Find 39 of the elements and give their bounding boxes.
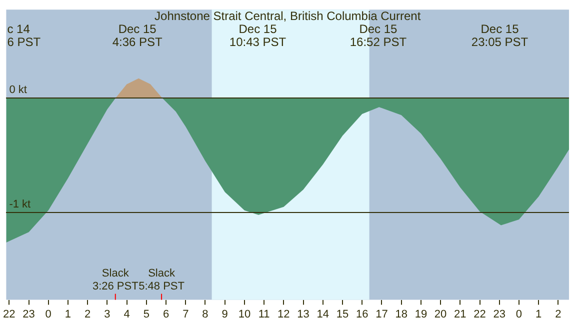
annotation: Slack 5:48 PST xyxy=(138,267,185,292)
x-tick-label: 3 xyxy=(104,308,110,320)
x-tick-label: 7 xyxy=(182,308,189,320)
x-tick-label: 2 xyxy=(555,308,562,320)
annotation: Dec 15 10:43 PST xyxy=(229,22,287,49)
x-tick-label: 23 xyxy=(493,308,506,320)
x-tick-label: 13 xyxy=(297,308,310,320)
x-tick-label: 18 xyxy=(395,308,408,320)
x-tick-label: 0 xyxy=(516,308,522,320)
x-tick-label: 16 xyxy=(356,308,368,320)
x-tick-label: 21 xyxy=(454,308,466,320)
x-tick-label: 6 xyxy=(162,308,170,320)
x-tick-label: 22 xyxy=(474,308,486,320)
y-tick-label: -1 kt xyxy=(9,198,31,211)
x-tick-label: 20 xyxy=(434,308,447,320)
x-tick-label: 8 xyxy=(202,308,208,320)
annotation: c 14 6 PST xyxy=(7,22,42,49)
x-tick-label: 23 xyxy=(22,308,35,320)
annotation: Slack 3:26 PST xyxy=(92,267,139,292)
y-tick-label: 0 kt xyxy=(9,84,27,96)
x-tick-label: 15 xyxy=(336,308,349,320)
x-tick-label: 10 xyxy=(238,308,251,320)
x-tick-label: 2 xyxy=(84,308,91,320)
annotation: Dec 15 23:05 PST xyxy=(471,22,529,49)
x-tick-label: 14 xyxy=(316,308,330,320)
chart-title: Johnstone Strait Central, British Columbia Current xyxy=(154,8,422,23)
x-tick-label: 5 xyxy=(143,308,150,320)
x-tick-label: 12 xyxy=(278,308,290,320)
x-tick-label: 9 xyxy=(222,308,228,320)
x-tick-label: 4 xyxy=(124,308,130,320)
x-tick-label: 1 xyxy=(536,308,542,320)
x-tick-label: 11 xyxy=(258,308,270,320)
annotation: Dec 15 16:52 PST xyxy=(350,22,408,49)
x-tick-label: 17 xyxy=(376,308,388,320)
x-tick-label: 1 xyxy=(64,308,72,320)
x-tick-label: 22 xyxy=(3,308,16,320)
x-tick-label: 0 xyxy=(45,308,52,320)
annotation: Dec 15 4:36 PST xyxy=(112,22,164,49)
x-tick-label: 19 xyxy=(414,308,428,320)
